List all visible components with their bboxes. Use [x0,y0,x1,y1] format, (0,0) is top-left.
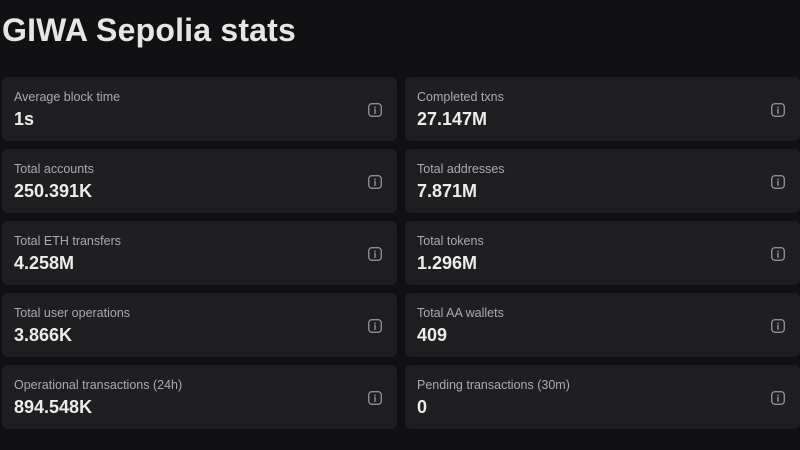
stat-label: Pending transactions (30m) [417,378,570,392]
info-icon[interactable] [368,391,382,405]
stat-card-operational-transactions: Operational transactions (24h) 894.548K [2,365,397,429]
info-icon[interactable] [771,391,785,405]
stat-card-pending-transactions: Pending transactions (30m) 0 [405,365,800,429]
stat-label: Total tokens [417,234,484,248]
info-icon[interactable] [771,103,785,117]
stat-value: 4.258M [14,253,75,273]
stat-value: 1.296M [417,253,478,273]
info-icon[interactable] [771,319,785,333]
stat-card-total-addresses: Total addresses 7.871M [405,149,800,213]
stat-label: Total accounts [14,162,94,176]
page-title: GIWA Sepolia stats [2,12,297,48]
stat-value: 0 [417,397,428,417]
stat-value: 3.866K [14,325,73,345]
stat-card-total-user-operations: Total user operations 3.866K [2,293,397,357]
stat-card-total-aa-wallets: Total AA wallets 409 [405,293,800,357]
stat-value: 409 [417,325,448,345]
stat-label: Total ETH transfers [14,234,121,248]
stat-card-average-block-time: Average block time 1s [2,77,397,141]
stat-label: Completed txns [417,90,504,104]
stat-label: Operational transactions (24h) [14,378,183,392]
stat-label: Average block time [14,90,121,104]
stat-label: Total user operations [14,306,131,320]
info-icon[interactable] [771,247,785,261]
stat-card-total-tokens: Total tokens 1.296M [405,221,800,285]
stat-card-total-eth-transfers: Total ETH transfers 4.258M [2,221,397,285]
info-icon[interactable] [368,103,382,117]
info-icon[interactable] [368,319,382,333]
stat-card-total-accounts: Total accounts 250.391K [2,149,397,213]
stat-label: Total addresses [417,162,505,176]
stats-grid: Average block time 1s Completed txns 27.… [2,77,800,429]
stat-value: 7.871M [417,181,478,201]
info-icon[interactable] [368,175,382,189]
stat-value: 27.147M [417,109,488,129]
stat-card-completed-txns: Completed txns 27.147M [405,77,800,141]
stat-value: 894.548K [14,397,93,417]
info-icon[interactable] [368,247,382,261]
stat-value: 1s [14,109,35,129]
stat-value: 250.391K [14,181,93,201]
stat-label: Total AA wallets [417,306,504,320]
info-icon[interactable] [771,175,785,189]
